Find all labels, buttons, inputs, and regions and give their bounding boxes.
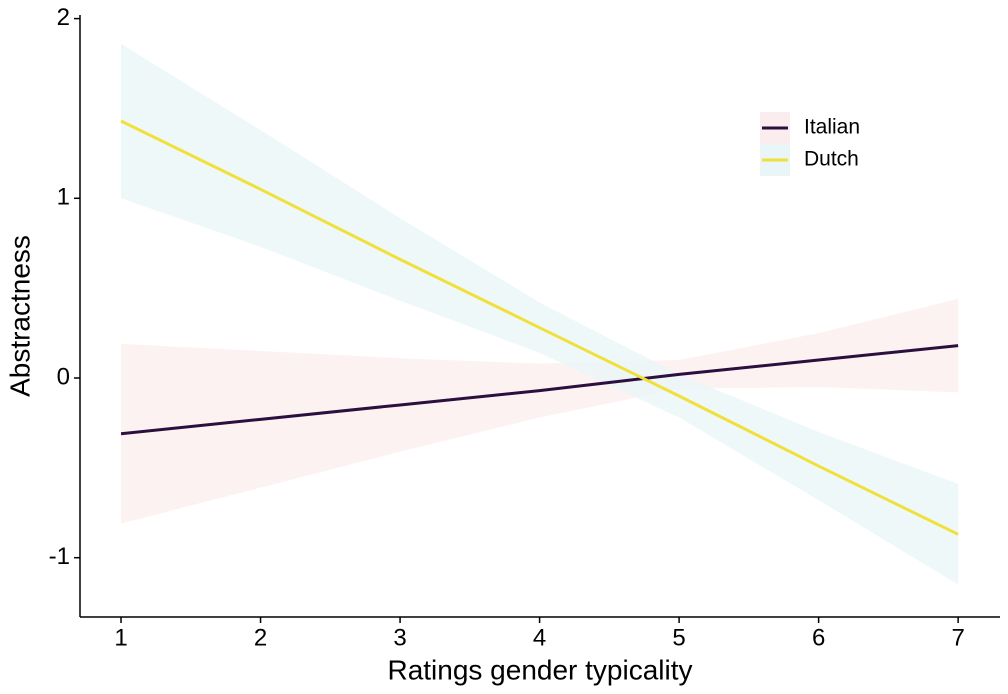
y-axis-title: Abstractness <box>4 235 35 397</box>
x-tick-label: 2 <box>254 624 267 651</box>
legend-label: Italian <box>804 116 860 139</box>
x-axis-title: Ratings gender typicality <box>387 654 692 685</box>
trend-line <box>120 119 959 536</box>
confidence-band <box>121 298 959 524</box>
y-tick-label: 2 <box>57 4 70 31</box>
y-tick-label: 1 <box>57 184 70 211</box>
x-tick-label: 7 <box>951 624 964 651</box>
trend-line <box>120 344 959 436</box>
x-tick-label: 6 <box>812 624 825 651</box>
legend-label: Dutch <box>804 148 859 171</box>
x-tick-label: 1 <box>114 624 127 651</box>
y-tick-label: -1 <box>49 543 70 570</box>
x-tick-label: 5 <box>672 624 685 651</box>
x-tick-label: 3 <box>393 624 406 651</box>
confidence-band <box>121 43 959 585</box>
x-tick-label: 4 <box>533 624 546 651</box>
y-tick-label: 0 <box>57 363 70 390</box>
